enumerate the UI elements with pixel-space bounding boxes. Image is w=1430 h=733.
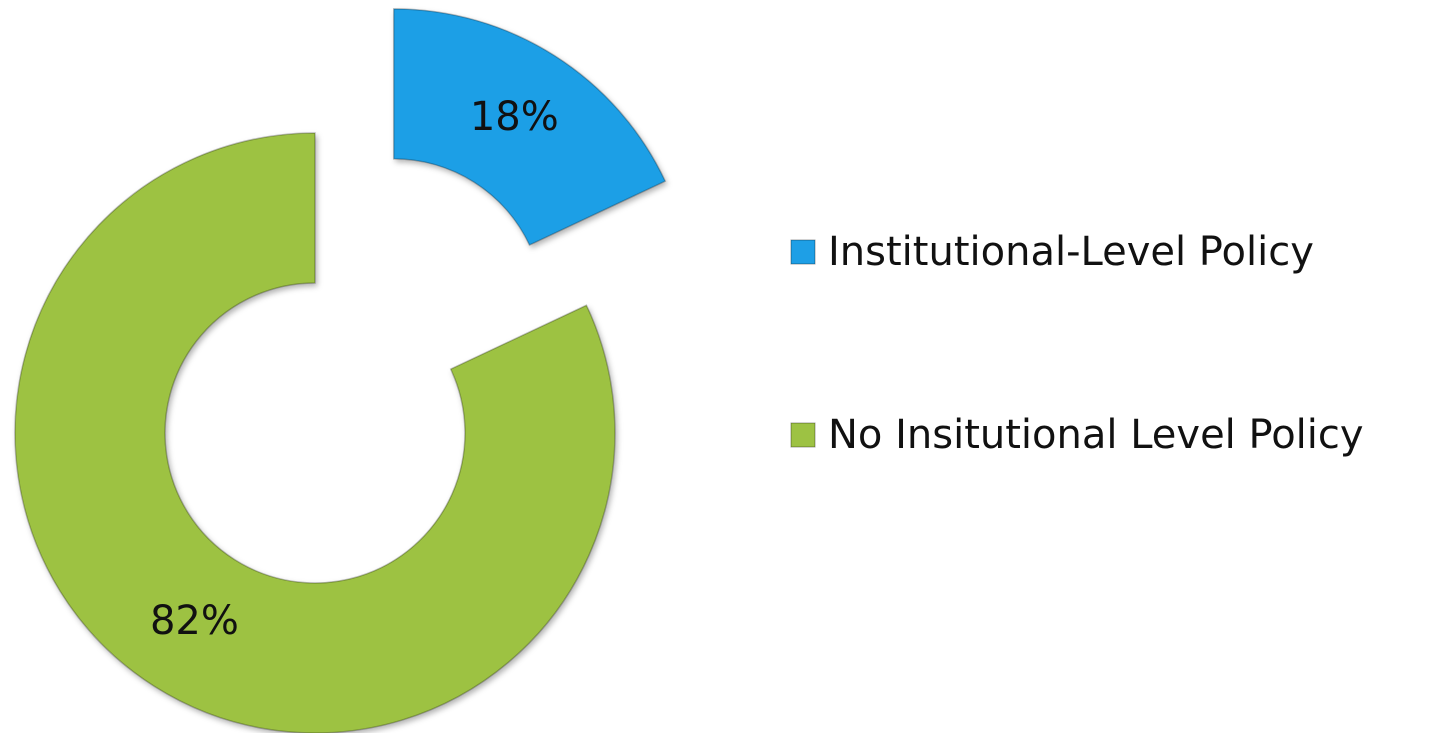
donut-slice (393, 8, 667, 247)
legend-swatch (790, 422, 816, 448)
legend-swatch (790, 239, 816, 265)
legend-label: No Insitutional Level Policy (828, 412, 1364, 458)
data-label: 82% (150, 598, 239, 644)
donut-slice (14, 132, 616, 733)
data-label: 18% (470, 94, 559, 140)
legend-label: Institutional-Level Policy (828, 229, 1314, 275)
